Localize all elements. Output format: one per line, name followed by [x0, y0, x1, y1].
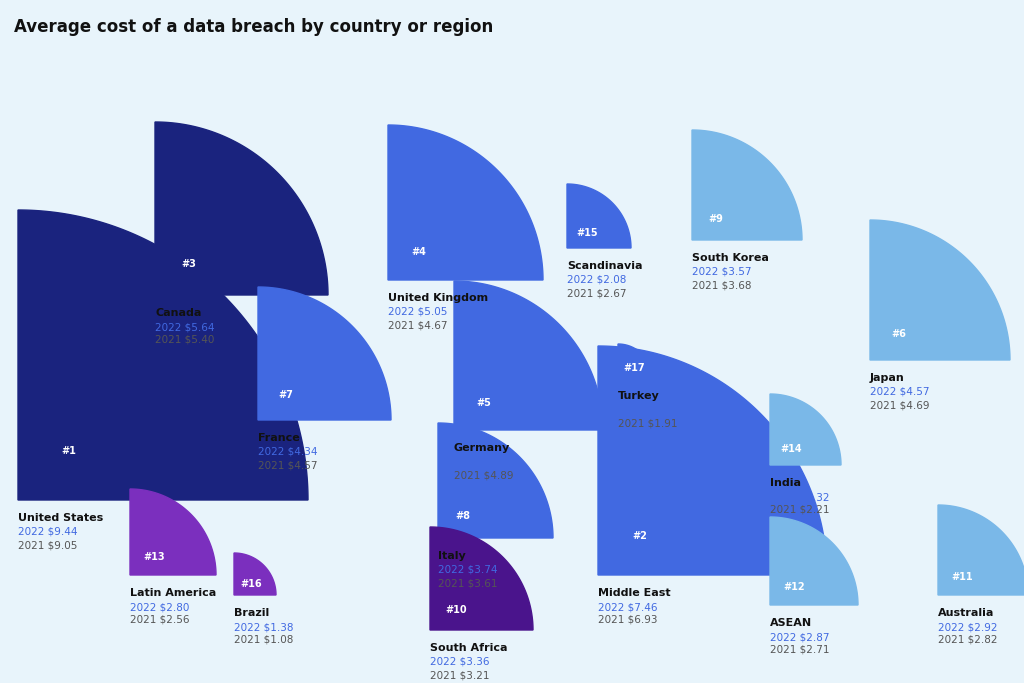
Text: #16: #16 [241, 579, 262, 589]
Text: #4: #4 [412, 247, 426, 257]
Text: #3: #3 [181, 259, 196, 269]
Text: France: France [258, 433, 300, 443]
Text: #12: #12 [783, 582, 805, 591]
Text: 2022 $3.57: 2022 $3.57 [692, 267, 752, 277]
Text: Canada: Canada [155, 308, 202, 318]
Text: 2022 $4.57: 2022 $4.57 [870, 387, 930, 397]
Text: #7: #7 [278, 390, 293, 400]
Text: 2022 $2.80: 2022 $2.80 [130, 602, 189, 612]
Polygon shape [234, 553, 276, 595]
Polygon shape [430, 527, 534, 630]
Text: Average cost of a data breach by country or region: Average cost of a data breach by country… [14, 18, 494, 36]
Polygon shape [770, 517, 858, 605]
Text: United Kingdom: United Kingdom [388, 293, 488, 303]
Text: Latin America: Latin America [130, 588, 216, 598]
Text: #1: #1 [61, 447, 77, 456]
Text: Japan: Japan [870, 373, 905, 383]
Text: 2021 $2.71: 2021 $2.71 [770, 645, 829, 655]
Text: 2021 $4.67: 2021 $4.67 [388, 320, 447, 330]
Text: 2021 $2.67: 2021 $2.67 [567, 288, 627, 298]
Text: 2022 $7.46: 2022 $7.46 [598, 602, 657, 612]
Text: 2021 $5.40: 2021 $5.40 [155, 335, 214, 345]
Text: Turkey: Turkey [618, 391, 659, 401]
Text: #17: #17 [623, 363, 645, 373]
Text: 2022 $5.05: 2022 $5.05 [388, 307, 447, 317]
Text: 2022 $3.74: 2022 $3.74 [438, 565, 498, 575]
Polygon shape [938, 505, 1024, 595]
Polygon shape [598, 346, 827, 575]
Polygon shape [870, 220, 1010, 360]
Text: 2021 $3.61: 2021 $3.61 [438, 578, 498, 588]
Polygon shape [692, 130, 802, 240]
Text: 2022 $3.36: 2022 $3.36 [430, 657, 489, 667]
Text: #14: #14 [780, 445, 802, 454]
Text: 2021 $2.21: 2021 $2.21 [770, 505, 829, 515]
Text: 2022 $2.08: 2022 $2.08 [567, 275, 627, 285]
Text: South Korea: South Korea [692, 253, 769, 263]
Text: #9: #9 [709, 214, 723, 223]
Text: 2022 $2.92: 2022 $2.92 [938, 622, 997, 632]
Text: 2021 $4.57: 2021 $4.57 [258, 460, 317, 470]
Text: #2: #2 [633, 531, 647, 541]
Text: #13: #13 [143, 552, 165, 562]
Text: 2021 $3.21: 2021 $3.21 [430, 670, 489, 680]
Text: #8: #8 [456, 511, 470, 520]
Polygon shape [454, 281, 603, 430]
Text: ASEAN: ASEAN [770, 618, 812, 628]
Text: #10: #10 [445, 604, 467, 615]
Text: United States: United States [18, 513, 103, 523]
Text: Germany: Germany [454, 443, 510, 453]
Text: 2021 $6.93: 2021 $6.93 [598, 615, 657, 625]
Text: #11: #11 [951, 572, 973, 581]
Text: 2021 $4.69: 2021 $4.69 [870, 400, 930, 410]
Text: 2021 $9.05: 2021 $9.05 [18, 540, 78, 550]
Text: 2021 $3.68: 2021 $3.68 [692, 280, 752, 290]
Polygon shape [130, 489, 216, 575]
Polygon shape [18, 210, 308, 500]
Text: #15: #15 [577, 228, 598, 238]
Text: 2022 $5.64: 2022 $5.64 [155, 322, 214, 332]
Polygon shape [388, 125, 543, 280]
Polygon shape [567, 184, 631, 248]
Polygon shape [258, 287, 391, 420]
Text: Australia: Australia [938, 608, 994, 618]
Polygon shape [155, 122, 328, 295]
Text: #5: #5 [476, 398, 492, 408]
Text: Middle East: Middle East [598, 588, 671, 598]
Text: 2022 $2.32: 2022 $2.32 [770, 492, 829, 502]
Text: 2021 $4.89: 2021 $4.89 [454, 470, 513, 480]
Text: 2022 $1.11: 2022 $1.11 [618, 405, 678, 415]
Polygon shape [438, 423, 553, 538]
Text: Italy: Italy [438, 551, 466, 561]
Text: 2022 $2.87: 2022 $2.87 [770, 632, 829, 642]
Text: Scandinavia: Scandinavia [567, 261, 642, 271]
Text: 2021 $1.91: 2021 $1.91 [618, 418, 678, 428]
Text: 2021 $1.08: 2021 $1.08 [234, 635, 293, 645]
Text: 2022 $4.85: 2022 $4.85 [454, 457, 513, 467]
Text: 2021 $2.56: 2021 $2.56 [130, 615, 189, 625]
Text: 2022 $1.38: 2022 $1.38 [234, 622, 294, 632]
Text: Brazil: Brazil [234, 608, 269, 618]
Polygon shape [618, 344, 652, 378]
Text: India: India [770, 478, 801, 488]
Text: 2022 $4.34: 2022 $4.34 [258, 447, 317, 457]
Text: #6: #6 [891, 329, 906, 339]
Text: South Africa: South Africa [430, 643, 508, 653]
Text: 2021 $2.82: 2021 $2.82 [938, 635, 997, 645]
Text: 2022 $9.44: 2022 $9.44 [18, 527, 78, 537]
Polygon shape [770, 394, 841, 465]
